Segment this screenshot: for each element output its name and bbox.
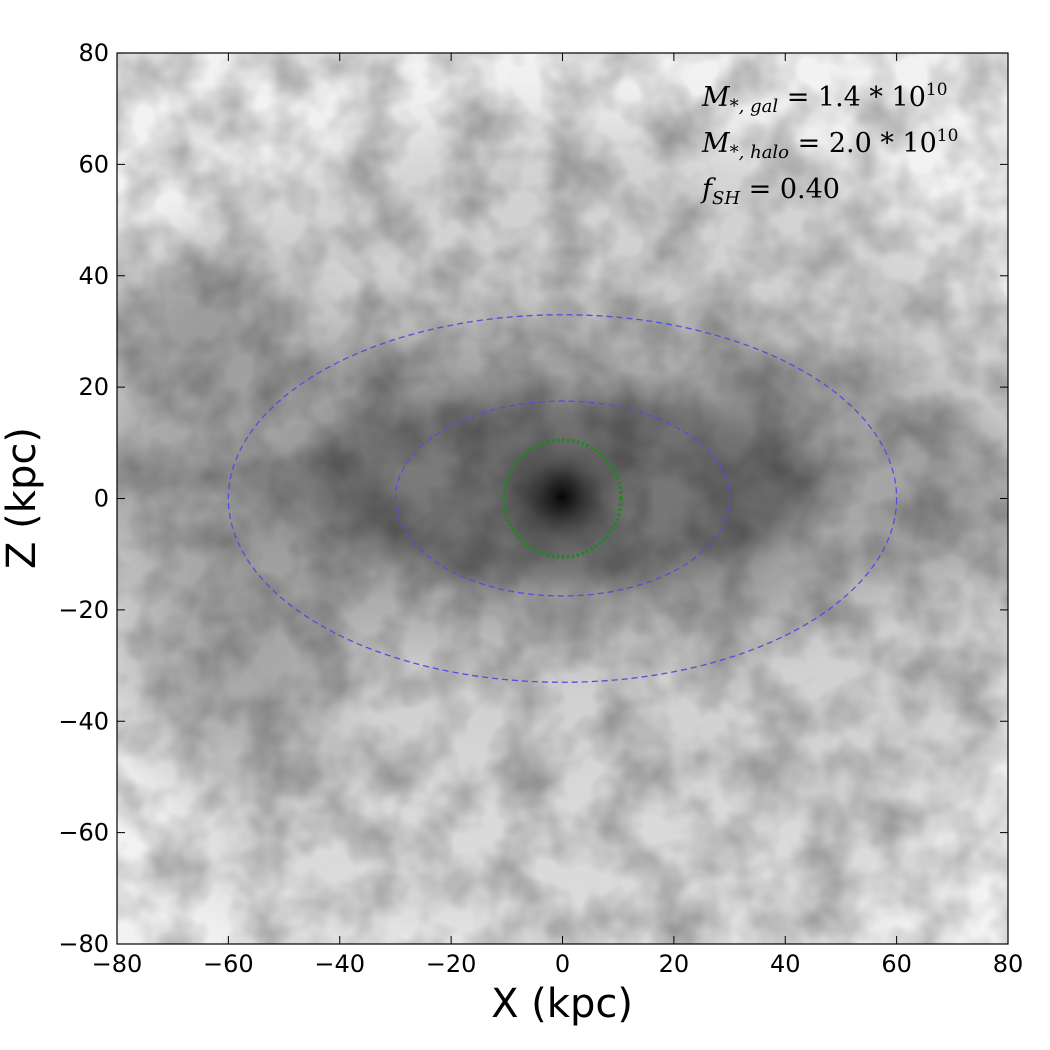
y-tick-label: −80	[58, 930, 109, 958]
x-axis-label: X (kpc)	[491, 981, 633, 1027]
y-tick-label: 40	[78, 262, 109, 290]
y-tick-label: 0	[94, 485, 109, 513]
axis-ticks: −80 −60 −40 −20 0 20 40 60 80 −80 −60 −40 −20 0 20 40 60…	[58, 39, 1023, 978]
annotation-line: M*, halo = 2.0 * 1010	[701, 126, 958, 163]
annotation-line: M*, gal = 1.4 * 1010	[701, 80, 948, 117]
ellipse-core	[502, 438, 623, 559]
y-tick-label: 20	[78, 373, 109, 401]
y-tick-label: −20	[58, 596, 109, 624]
ellipse-inner	[394, 400, 731, 597]
y-axis-label: Z (kpc)	[0, 427, 45, 569]
annotation-block: M*, gal = 1.4 * 1010 M*, halo = 2.0 * 101…	[700, 80, 958, 209]
contour-ellipses	[227, 314, 898, 683]
y-tick-label: 80	[78, 39, 109, 67]
x-tick-label: 80	[993, 950, 1024, 978]
x-tick-label: 0	[555, 950, 570, 978]
x-tick-label: 20	[659, 950, 690, 978]
x-tick-label: 60	[881, 950, 912, 978]
x-tick-label: −60	[203, 950, 254, 978]
density-map	[117, 53, 1008, 944]
y-tick-label: −60	[58, 819, 109, 847]
x-tick-label: 40	[770, 950, 801, 978]
x-tick-label: −40	[314, 950, 365, 978]
y-tick-label: 60	[78, 150, 109, 178]
y-tick-label: −40	[58, 707, 109, 735]
ellipse-outer	[227, 314, 898, 683]
x-tick-label: −80	[92, 950, 143, 978]
annotation-line: fSH = 0.40	[700, 174, 840, 209]
x-tick-label: −20	[426, 950, 477, 978]
